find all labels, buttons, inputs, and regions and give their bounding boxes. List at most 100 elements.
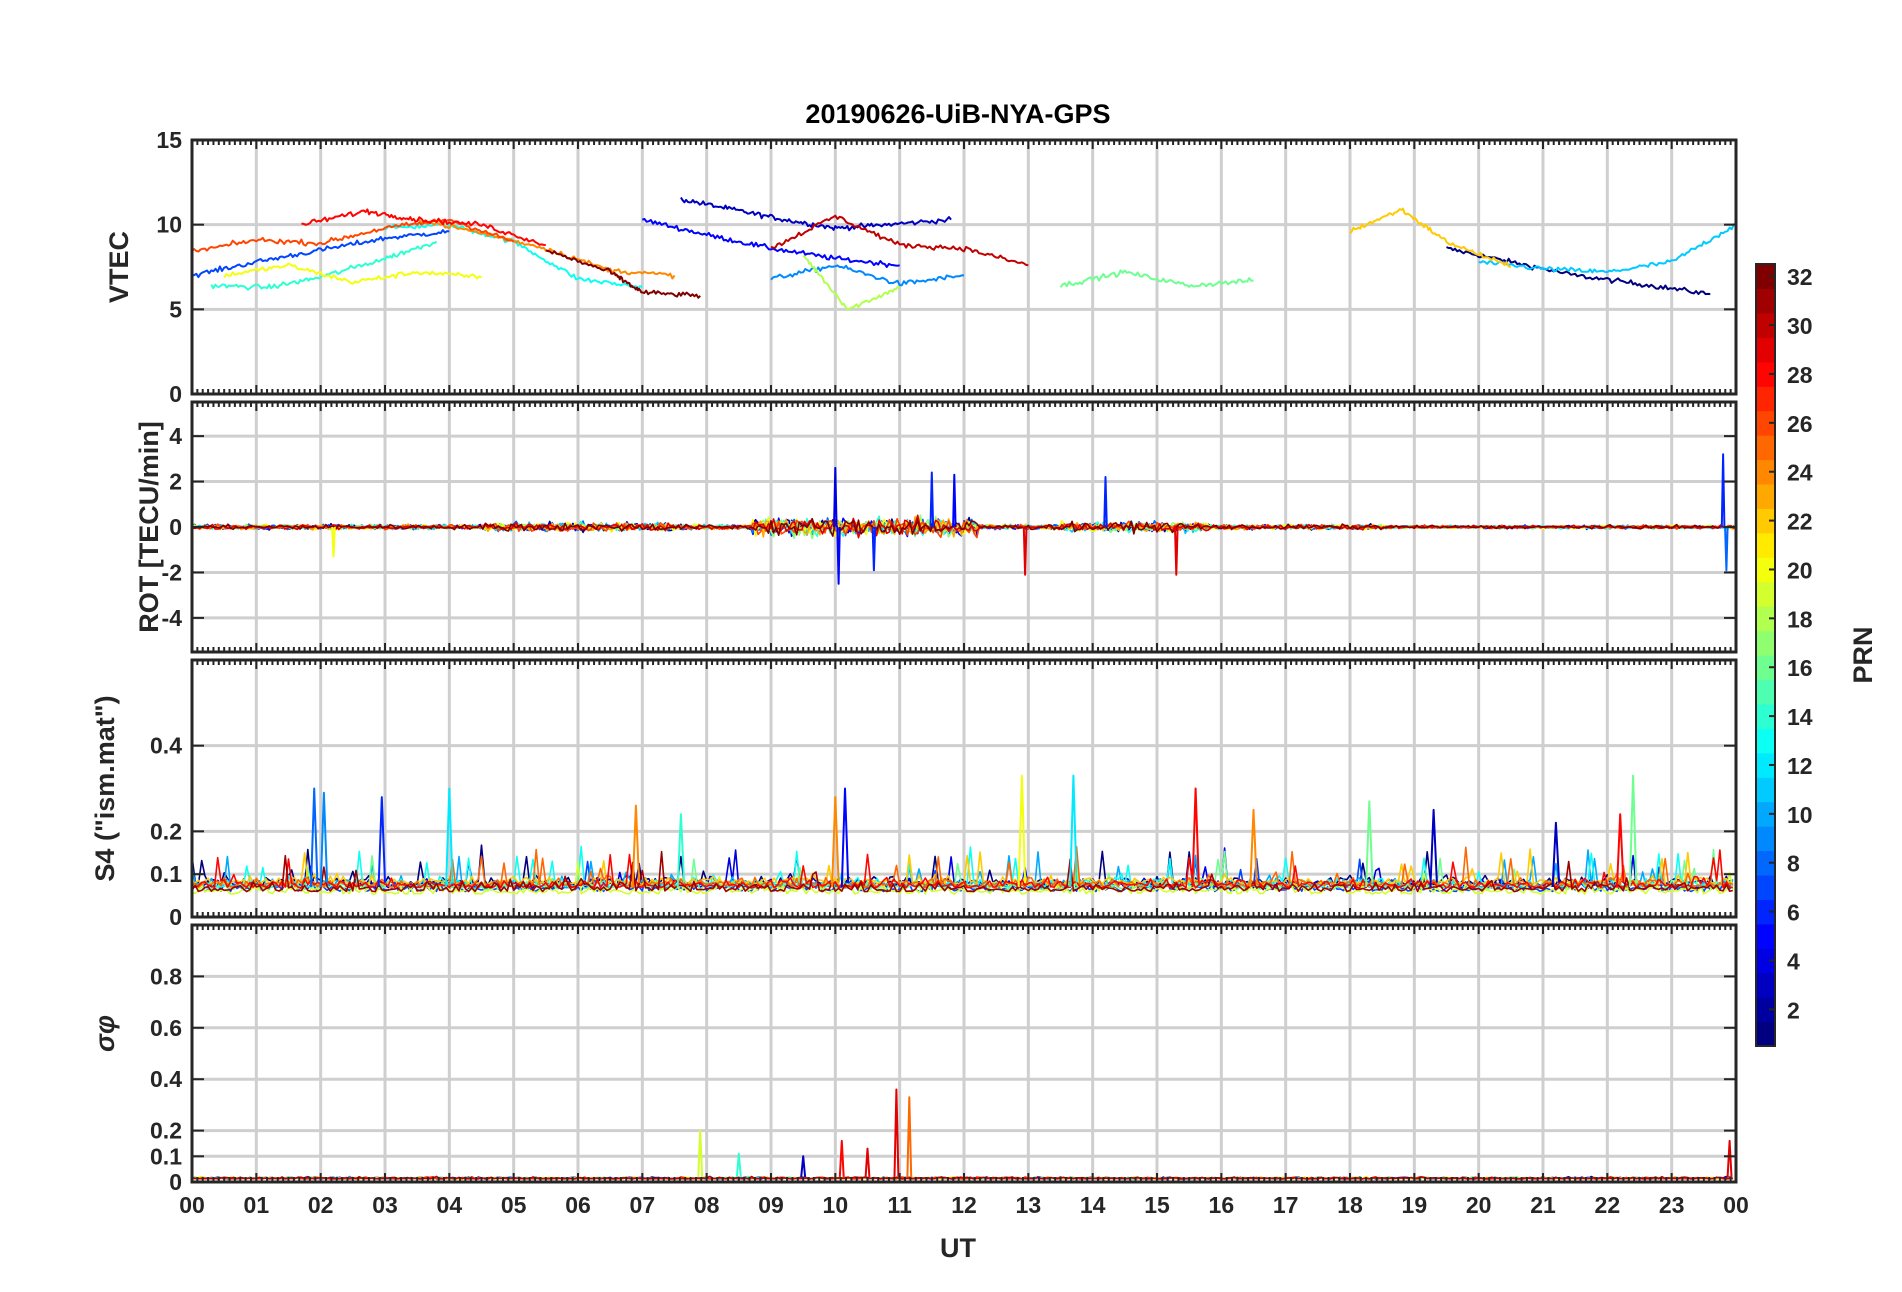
colorbar-swatch [1756, 264, 1775, 290]
tick-marks [191, 402, 1737, 652]
vtec-series-prn-22 [1349, 207, 1512, 268]
x-tick-label: 08 [694, 1192, 720, 1218]
s4-spike [1365, 800, 1374, 888]
colorbar-tick-label: 30 [1787, 313, 1813, 339]
colorbar-swatch [1756, 997, 1775, 1023]
sigma-spike [864, 1147, 871, 1177]
colorbar-swatch [1756, 850, 1775, 876]
vtec-series-prn-32 [545, 249, 701, 299]
x-tick-label: 07 [630, 1192, 656, 1218]
colorbar-swatch [1756, 801, 1775, 827]
y-axis-label: ROT [TECU/min] [134, 421, 164, 632]
x-tick-label: 20 [1466, 1192, 1492, 1218]
x-axis-label: UT [940, 1233, 976, 1263]
sigma-spike [800, 1155, 807, 1177]
y-tick-label: 0 [169, 1169, 182, 1195]
y-tick-label: 0 [169, 514, 182, 540]
y-tick-label: 0.2 [150, 1118, 182, 1144]
sigma-spike [906, 1096, 913, 1177]
colorbar-swatch [1756, 679, 1775, 705]
s4-spike [1069, 774, 1078, 888]
x-tick-label: 14 [1080, 1192, 1106, 1218]
y-tick-label: 0.2 [150, 818, 182, 844]
colorbar-swatch [1756, 777, 1775, 803]
colorbar-tick-label: 18 [1787, 606, 1813, 632]
vtec-series-prn-9 [770, 264, 965, 287]
panel-sigma_phi: 00.10.2 0.4 0.6 0.8 σφ [90, 923, 1738, 1195]
s4-spike [1017, 774, 1027, 888]
tick-marks [191, 660, 1737, 918]
rot-spike [1174, 526, 1179, 576]
s4-spike [319, 791, 329, 888]
colorbar-tick-label: 14 [1787, 704, 1813, 730]
sigma-spike [697, 1129, 704, 1177]
x-tick-label: 12 [951, 1192, 977, 1218]
s4-spike [1551, 821, 1561, 888]
y-tick-label: 2 [169, 469, 182, 495]
vtec-series-prn-7 [192, 229, 450, 279]
vtec-series-prn-5 [642, 218, 900, 268]
colorbar-swatch [1756, 899, 1775, 925]
x-tick-label: 11 [888, 1192, 913, 1218]
y-tick-label: 5 [169, 296, 182, 322]
s4-spike [377, 796, 386, 888]
series-group [192, 196, 1736, 311]
s4-spike [1249, 808, 1258, 888]
s4-spike [1616, 813, 1625, 888]
x-tick-label: 17 [1273, 1192, 1299, 1218]
vtec-series-prn-18 [802, 254, 901, 311]
s4-spike [310, 787, 319, 888]
y-tick-label: 0.6 [150, 1015, 182, 1041]
y-tick-label: 0.4 [150, 733, 182, 759]
y-tick-label: 0 [169, 904, 182, 930]
colorbar-swatch [1756, 581, 1775, 607]
colorbar-tick-label: 22 [1787, 509, 1813, 535]
colorbar-tick-label: 10 [1787, 802, 1813, 828]
sigma-spike [735, 1152, 742, 1177]
vtec-series-prn-3 [680, 196, 952, 232]
x-tick-label: 22 [1595, 1192, 1621, 1218]
tick-marks [191, 925, 1737, 1183]
vtec-series-prn-11 [1478, 223, 1736, 274]
s4-spike [1628, 774, 1638, 888]
x-tick-label: 23 [1659, 1192, 1685, 1218]
x-tick-label: 00 [1723, 1192, 1749, 1218]
panel-s4: 0 0.1 0.2 0.4 S4 ("ism.mat") [90, 658, 1738, 930]
colorbar-swatch [1756, 1021, 1775, 1047]
colorbar-tick-label: 26 [1787, 411, 1813, 437]
colorbar-swatch [1756, 459, 1775, 485]
x-tick-label: 06 [565, 1192, 591, 1218]
colorbar-swatch [1756, 288, 1775, 314]
colorbar-swatch [1756, 655, 1775, 681]
colorbar-tick-label: 32 [1787, 264, 1813, 290]
y-tick-label: 4 [169, 423, 182, 449]
colorbar-swatch [1756, 508, 1775, 534]
colorbar-tick-label: 2 [1787, 997, 1800, 1023]
colorbar-tick-label: 24 [1787, 460, 1813, 486]
y-tick-label: -4 [162, 605, 183, 631]
s4-series-prn-31 [192, 850, 1733, 893]
rot-spike [871, 526, 877, 572]
s4-spike [1429, 808, 1438, 888]
colorbar-swatch [1756, 826, 1775, 852]
y-tick-label: 0.1 [150, 861, 182, 887]
vtec-series-prn-28 [301, 208, 546, 246]
rot-spike [952, 473, 957, 528]
s4-series-prn-19 [192, 861, 1734, 895]
colorbar-tick-label: 12 [1787, 753, 1813, 779]
colorbar-tick-label: 16 [1787, 655, 1813, 681]
colorbar-tick-label: 8 [1787, 851, 1800, 877]
series-group [192, 453, 1736, 585]
colorbar-swatch [1756, 606, 1775, 632]
colorbar-frame [1755, 263, 1776, 1047]
colorbar-swatch [1756, 483, 1775, 509]
colorbar-swatch [1756, 630, 1775, 656]
rot-spike [1103, 476, 1108, 528]
y-tick-label: 10 [156, 212, 182, 238]
colorbar-swatch [1756, 435, 1775, 461]
chart-title: 20190626-UiB-NYA-GPS [805, 99, 1110, 129]
colorbar-swatch [1756, 703, 1775, 729]
y-axis-label: VTEC [104, 231, 134, 303]
